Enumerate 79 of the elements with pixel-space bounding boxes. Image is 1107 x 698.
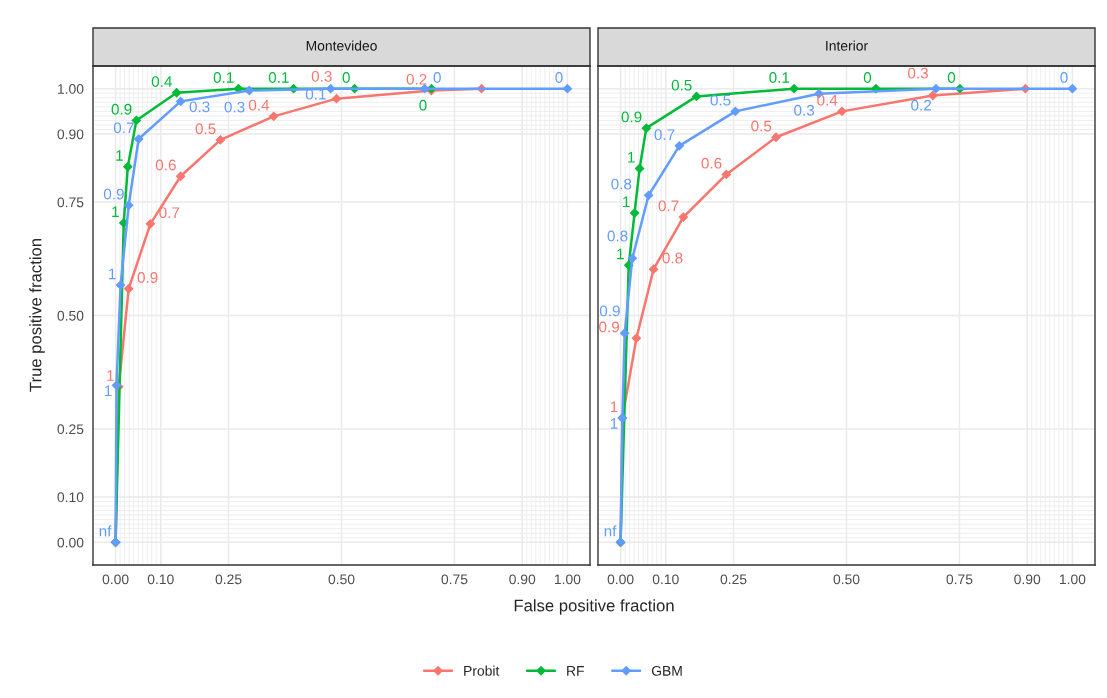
x-tick-label: 0.75 xyxy=(441,574,468,585)
annotation: 0.9 xyxy=(137,272,158,283)
annotation: 0.7 xyxy=(113,122,134,134)
annotation: 0.3 xyxy=(794,104,815,116)
annotation: 0.5 xyxy=(671,79,692,91)
annotation: 0 xyxy=(863,72,872,83)
annotation: 0.1 xyxy=(213,72,234,83)
annotation: 0.6 xyxy=(701,157,722,169)
annotation: 0.4 xyxy=(151,76,172,87)
y-axis-title: True positive fraction xyxy=(29,239,45,392)
y-tick-label: 0.75 xyxy=(57,197,84,208)
annotation: 0.1 xyxy=(268,72,289,83)
y-tick-label: 1.00 xyxy=(58,84,84,94)
x-tick-label: 0.90 xyxy=(509,574,536,585)
annotation: 0 xyxy=(555,72,563,83)
legend-label: Probit xyxy=(464,665,500,676)
annotation: nf xyxy=(604,525,617,537)
x-tick-label: 0.00 xyxy=(607,574,634,585)
annotation: 1 xyxy=(623,196,630,208)
annotation: 0 xyxy=(433,72,441,83)
x-tick-label: 0.50 xyxy=(328,574,355,585)
annotation: 1 xyxy=(109,268,116,280)
legend-label: GBM xyxy=(651,665,682,676)
annotation: 1 xyxy=(628,152,635,163)
x-axis-title: False positive fraction xyxy=(514,599,674,615)
annotation: 0.9 xyxy=(621,111,642,123)
y-tick-label: 0.25 xyxy=(57,424,84,435)
legend-label: RF xyxy=(567,666,584,676)
annotation: 0.2 xyxy=(406,73,427,85)
annotation: 0 xyxy=(1060,72,1068,83)
y-tick-label: 0.00 xyxy=(57,537,84,548)
annotation: 0.9 xyxy=(599,321,620,333)
annotation: 1 xyxy=(116,150,123,161)
annotation: nf xyxy=(99,525,112,537)
x-tick-label: 0.25 xyxy=(215,574,242,585)
chart-title: Montevideo xyxy=(306,40,377,51)
annotation: 0.5 xyxy=(751,120,772,132)
x-tick-label: 0.10 xyxy=(147,574,174,585)
x-tick-label: 0.25 xyxy=(720,574,747,585)
annotation: 0.8 xyxy=(611,178,632,190)
annotation: 1 xyxy=(105,385,112,397)
x-tick-label: 1.00 xyxy=(554,574,581,585)
annotation: 0.3 xyxy=(907,67,928,79)
annotation: 1 xyxy=(112,206,119,218)
chart-title: Interior xyxy=(826,40,868,51)
annotation: 0.4 xyxy=(248,99,270,111)
y-tick-label: 0.90 xyxy=(57,129,84,140)
annotation: 0.8 xyxy=(662,252,683,264)
x-tick-label: 1.00 xyxy=(1059,574,1086,585)
x-tick-label: 0.75 xyxy=(946,574,973,585)
annotation: 1 xyxy=(610,401,618,413)
annotation: 0 xyxy=(947,72,956,83)
annotation: 0 xyxy=(342,72,350,83)
annotation: 0.9 xyxy=(599,305,620,317)
x-tick-label: 0.50 xyxy=(833,574,860,585)
annotation: 1 xyxy=(610,418,618,429)
annotation: 0.7 xyxy=(658,200,679,212)
annotation: 0.4 xyxy=(817,94,838,106)
annotation: 0.6 xyxy=(155,159,176,171)
annotation: 0.3 xyxy=(224,101,245,113)
annotation: 1 xyxy=(617,248,624,260)
x-tick-label: 0.90 xyxy=(1014,574,1041,585)
annotation: 0.8 xyxy=(607,230,628,242)
y-tick-label: 0.10 xyxy=(57,492,84,503)
x-tick-label: 0.10 xyxy=(652,574,679,585)
annotation: 0.5 xyxy=(710,94,731,106)
annotation: 0.7 xyxy=(654,129,675,141)
annotation: 0.7 xyxy=(159,207,180,219)
y-tick-label: 0.50 xyxy=(57,310,84,321)
annotation: 0.5 xyxy=(195,123,216,135)
annotation: 0 xyxy=(419,99,427,111)
annotation: 0.9 xyxy=(111,103,132,115)
annotation: 0.1 xyxy=(769,72,790,83)
annotation: 0.2 xyxy=(911,99,932,111)
annotation: 1 xyxy=(107,370,114,381)
x-tick-label: 0.00 xyxy=(102,574,129,585)
annotation: 0.9 xyxy=(103,188,124,200)
annotation: 0.3 xyxy=(311,70,332,82)
annotation: 0.3 xyxy=(189,101,210,113)
